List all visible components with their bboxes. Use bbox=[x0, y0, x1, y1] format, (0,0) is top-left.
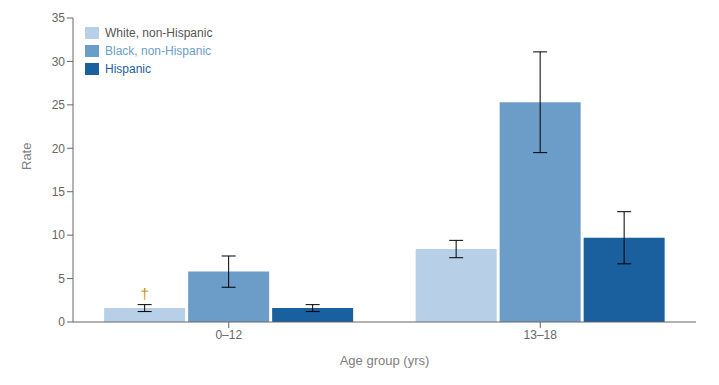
svg-text:35: 35 bbox=[52, 11, 66, 25]
svg-text:30: 30 bbox=[52, 55, 66, 69]
svg-text:13–18: 13–18 bbox=[524, 328, 558, 342]
html-text:Black, non-Hispanic: Black, non-Hispanic bbox=[105, 44, 212, 58]
svg-text:20: 20 bbox=[52, 142, 66, 156]
svg-text:Age group (yrs): Age group (yrs) bbox=[340, 353, 430, 368]
html-text:White, non-Hispanic: White, non-Hispanic bbox=[105, 26, 213, 40]
html-text:Hispanic: Hispanic bbox=[105, 62, 151, 76]
svg-text:25: 25 bbox=[52, 98, 66, 112]
svg-text:0–12: 0–12 bbox=[215, 328, 242, 342]
svg-text:Rate: Rate bbox=[19, 143, 34, 170]
svg-text:15: 15 bbox=[52, 185, 66, 199]
svg-text:5: 5 bbox=[58, 272, 65, 286]
svg-text:0: 0 bbox=[58, 315, 65, 329]
svg-text:†: † bbox=[140, 285, 148, 302]
svg-text:10: 10 bbox=[52, 228, 66, 242]
